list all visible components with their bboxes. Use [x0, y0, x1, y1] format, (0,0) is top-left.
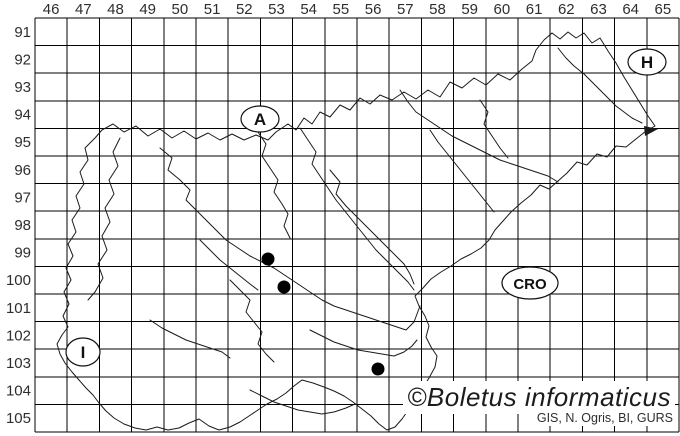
- column-label: 60: [494, 1, 511, 18]
- occurrence-dots: [261, 252, 385, 376]
- column-label: 64: [622, 1, 639, 18]
- grid-lines: [34, 17, 680, 433]
- country-label-a: A: [240, 105, 280, 133]
- column-label: 51: [204, 1, 221, 18]
- column-label: 65: [655, 1, 672, 18]
- column-label: 56: [365, 1, 382, 18]
- column-label: 63: [590, 1, 607, 18]
- row-label: 93: [14, 79, 31, 96]
- row-label: 94: [14, 107, 31, 124]
- country-ellipse: [240, 105, 280, 133]
- country-ellipse: [501, 266, 559, 300]
- row-label: 100: [6, 272, 31, 289]
- row-label: 105: [6, 410, 31, 427]
- border-tip-arrow: [644, 126, 658, 136]
- attribution-text: GIS, N. Ogris, BI, GURS: [533, 411, 676, 426]
- grid-labels: 46 47 48 49 50 51 52 53 54 55 56 57 58 59 60 61 62 63 64 65…: [6, 1, 671, 427]
- country-label-text: A: [254, 110, 266, 129]
- row-label: 92: [14, 51, 31, 68]
- country-label-text: H: [641, 53, 653, 72]
- column-label: 46: [43, 1, 60, 18]
- column-label: 50: [172, 1, 189, 18]
- column-label: 58: [429, 1, 446, 18]
- rivers: [87, 47, 643, 415]
- column-label: 57: [397, 1, 414, 18]
- occurrence-dot: [261, 252, 275, 266]
- row-label: 95: [14, 134, 31, 151]
- row-label: 97: [14, 189, 31, 206]
- row-label: 91: [14, 24, 31, 41]
- country-label-text: I: [81, 343, 86, 362]
- column-label: 52: [236, 1, 253, 18]
- column-label: 59: [461, 1, 478, 18]
- column-label: 47: [75, 1, 92, 18]
- country-label-i: I: [65, 337, 101, 367]
- country-ellipse: [627, 48, 667, 76]
- occurrence-dot: [371, 362, 385, 376]
- column-label: 62: [558, 1, 575, 18]
- row-label: 104: [6, 383, 31, 400]
- column-label: 55: [333, 1, 350, 18]
- country-ellipse: [65, 337, 101, 367]
- row-label: 99: [14, 245, 31, 262]
- slovenia-border: [56, 31, 656, 431]
- row-label: 98: [14, 217, 31, 234]
- column-label: 48: [107, 1, 124, 18]
- column-label: 53: [268, 1, 285, 18]
- map-outline: [56, 31, 658, 431]
- row-label: 96: [14, 162, 31, 179]
- row-label: 101: [6, 300, 31, 317]
- column-label: 61: [526, 1, 543, 18]
- row-label: 103: [6, 355, 31, 372]
- column-label: 54: [300, 1, 317, 18]
- copyright-text: ©Boletus informaticus: [403, 381, 675, 414]
- country-label-text: CRO: [513, 276, 547, 293]
- country-label-cro: CRO: [501, 266, 559, 300]
- country-label-h: H: [627, 48, 667, 76]
- column-label: 49: [139, 1, 156, 18]
- row-label: 102: [6, 327, 31, 344]
- occurrence-dot: [277, 280, 291, 294]
- country-labels: A H CRO I: [65, 48, 667, 367]
